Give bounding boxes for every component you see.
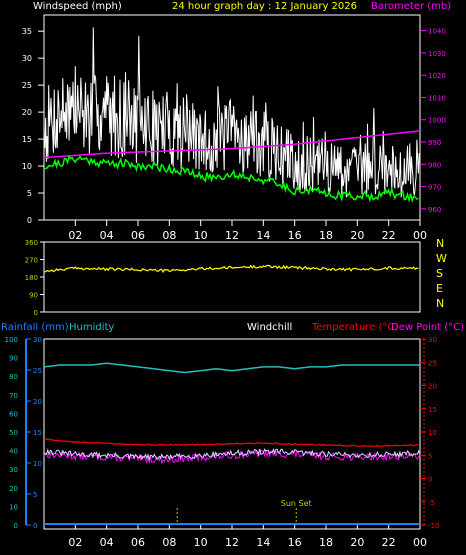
barometer-tick-label: 960 [428,206,441,214]
rainfall-axis-title: Rainfall (mm) [1,322,69,333]
barometer-tick-label: 1020 [428,72,446,80]
humidity-tick-label: 100 [5,336,18,344]
barometer-axis-title: Barometer (mb) [371,1,451,12]
average-windspeed-line [43,154,419,204]
barometer-tick-label: 1000 [428,117,446,125]
barometer-tick-label: 970 [428,184,441,192]
temperature-tick-label: -10 [428,522,439,530]
temperature-tick-label: 0 [428,476,432,484]
hour-tick-label: 00 [413,536,427,549]
compass-label: S [436,267,443,280]
hour-tick-label: 20 [350,536,364,549]
dewpoint-line [43,448,421,462]
direction-tick-label: 270 [25,257,38,265]
temperature-tick-label: 30 [428,336,437,344]
hour-tick-label: 12 [225,536,239,549]
direction-tick-label: 90 [29,292,38,300]
humidity-tick-label: 90 [9,355,18,363]
hour-tick-label: 10 [194,536,208,549]
compass-label: N [436,297,444,310]
humidity-tick-label: 50 [9,429,18,437]
windspeed-tick-label: 35 [22,27,32,36]
hour-tick-label: 22 [382,229,396,242]
hour-tick-label: 00 [413,229,427,242]
humidity-tick-label: 30 [9,466,18,474]
hour-tick-label: 02 [68,536,82,549]
hour-tick-label: 06 [131,229,145,242]
windspeed-tick-label: 5 [27,189,32,198]
direction-tick-label: 360 [25,239,38,247]
hour-tick-label: 16 [288,229,302,242]
humidity-tick-label: 0 [14,522,18,530]
barometer-tick-label: 990 [428,139,441,147]
barometer-tick-label: 980 [428,161,441,169]
sun-marker-label: Sun Set [281,499,312,508]
hour-tick-label: 18 [319,536,333,549]
hour-tick-label: 16 [288,536,302,549]
humidity-tick-label: 80 [9,373,18,381]
windspeed-tick-label: 0 [27,216,32,225]
hour-tick-label: 22 [382,536,396,549]
compass-label: N [436,237,444,250]
humidity-tick-label: 70 [9,392,18,400]
barometer-tick-label: 1010 [428,94,446,102]
temperature-tick-label: 5 [428,452,432,460]
rain-tick-label: 30 [33,336,42,344]
temperature-tick-label: -5 [428,499,435,507]
temperature-tick-label: 10 [428,429,437,437]
hour-tick-label: 14 [256,536,270,549]
windspeed-tick-label: 15 [22,135,32,144]
windchill-legend: Windchill [247,322,292,333]
windspeed-line [44,27,420,198]
compass-label: E [436,282,443,295]
direction-tick-label: 180 [25,274,38,282]
humidity-axis-title: Humidity [69,322,114,333]
temperature-tick-label: 20 [428,383,437,391]
barometer-tick-label: 1030 [428,50,446,58]
hour-tick-label: 08 [162,536,176,549]
windspeed-axis-title: Windspeed (mph) [33,1,122,12]
direction-tick-label: 0 [34,309,38,317]
hour-tick-label: 02 [68,229,82,242]
hour-tick-label: 06 [131,536,145,549]
hour-tick-label: 20 [350,229,364,242]
hour-tick-label: 08 [162,229,176,242]
temperature-line [43,438,419,448]
rain-tick-label: 20 [33,398,42,406]
barometer-line [43,130,421,159]
temperature-axis-title: Temperature (°C) [311,322,398,333]
rain-tick-label: 25 [33,367,42,375]
windspeed-tick-label: 10 [22,162,32,171]
hour-tick-label: 14 [256,229,270,242]
barometer-tick-label: 1040 [428,28,446,36]
windspeed-tick-label: 20 [22,108,32,117]
rain-tick-label: 5 [33,491,37,499]
wind-direction-line [43,264,419,274]
rain-tick-label: 0 [33,522,37,530]
hour-tick-label: 18 [319,229,333,242]
rain-tick-label: 15 [33,429,42,437]
chart-title: 24 hour graph day : 12 January 2026 [172,1,357,12]
compass-label: W [436,252,447,265]
humidity-tick-label: 20 [9,485,18,493]
humidity-tick-label: 40 [9,448,18,456]
temperature-tick-label: 15 [428,406,437,414]
windspeed-tick-label: 30 [22,54,32,63]
hour-tick-label: 10 [194,229,208,242]
windspeed-tick-label: 25 [22,81,32,90]
top-panel: 0510152025303596097098099010001010102010… [22,27,446,242]
hour-tick-label: 04 [100,229,114,242]
temperature-tick-label: 25 [428,359,437,367]
hour-tick-label: 04 [100,536,114,549]
rain-tick-label: 10 [33,460,42,468]
hour-tick-label: 12 [225,229,239,242]
dewpoint-legend: Dew Point (°C) [391,322,464,333]
bottom-panel: 0102030405060708090100051015202530-10-50… [5,336,440,549]
humidity-line [43,362,420,374]
humidity-tick-label: 60 [9,410,18,418]
humidity-tick-label: 10 [9,503,18,511]
